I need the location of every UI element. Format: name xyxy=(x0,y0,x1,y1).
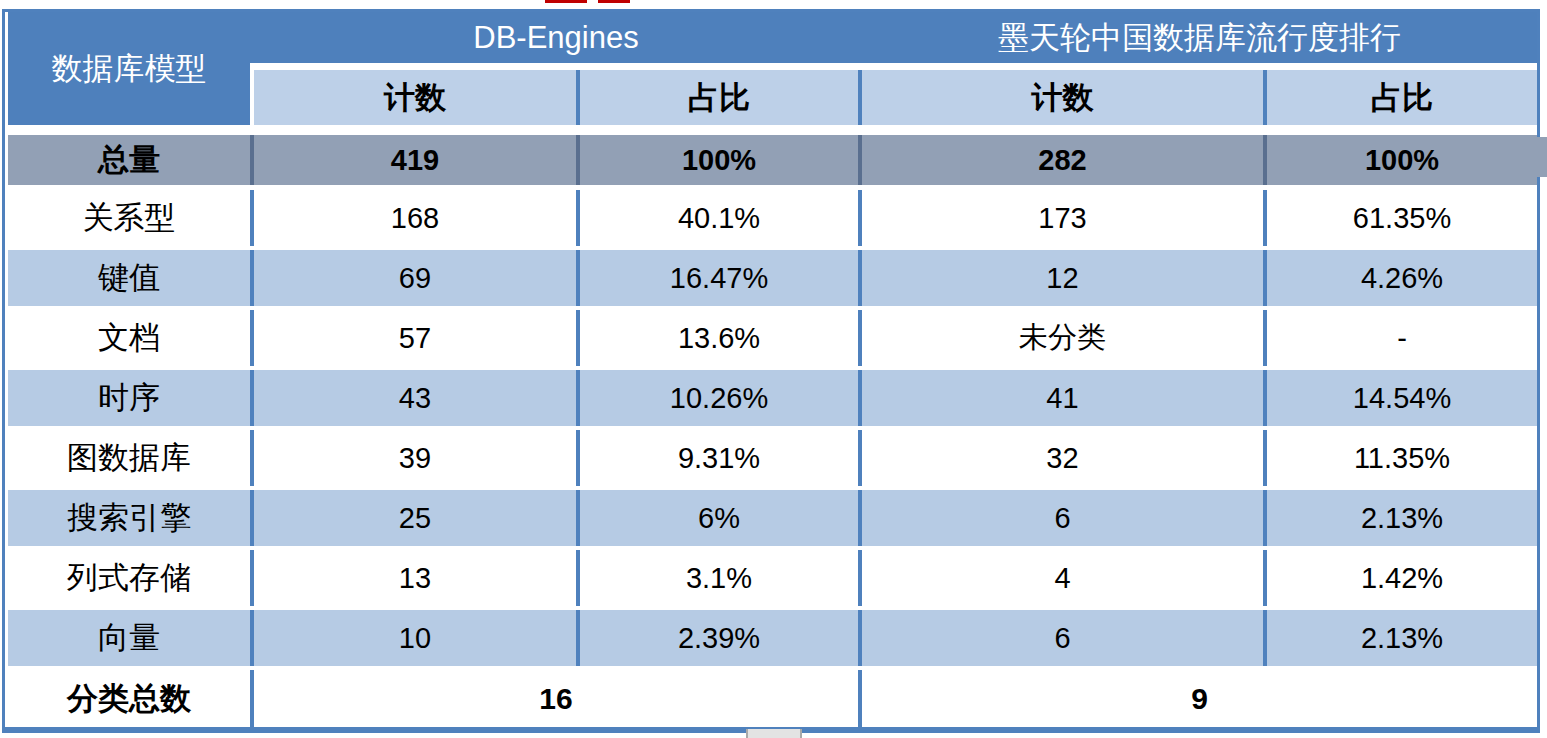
subheader-count-cn: 计数 xyxy=(862,70,1263,125)
cell-cn-share: 61.35% xyxy=(1267,190,1537,246)
header-cell-database-model: 数据库模型 xyxy=(8,12,250,125)
table-row: 列式存储 13 3.1% 4 1.42% xyxy=(8,550,1537,606)
cell-db-share: 13.6% xyxy=(580,310,858,366)
cell-cn-count: 32 xyxy=(862,430,1263,486)
cell-cn-count: 41 xyxy=(862,370,1263,426)
cell-db-count: 39 xyxy=(254,430,576,486)
cell-db-count: 57 xyxy=(254,310,576,366)
table-row: 文档 57 13.6% 未分类 - xyxy=(8,310,1537,366)
row-label: 关系型 xyxy=(8,190,250,246)
cell-cn-count: 6 xyxy=(862,490,1263,546)
cell-cn-share: 4.26% xyxy=(1267,250,1537,306)
cell-cn-count: 173 xyxy=(862,190,1263,246)
cell-cn-count: 未分类 xyxy=(862,310,1263,366)
row-label: 图数据库 xyxy=(8,430,250,486)
horizontal-scrollbar-thumb-fragment[interactable] xyxy=(746,729,802,738)
cell-db-share: 3.1% xyxy=(580,550,858,606)
table-row: 向量 10 2.39% 6 2.13% xyxy=(8,610,1537,666)
table-row-total: 总量 419 100% 282 100% xyxy=(8,135,1537,185)
row-label: 搜索引擎 xyxy=(8,490,250,546)
cell-cn-category-total: 9 xyxy=(862,670,1537,727)
cropped-red-underline-artifact xyxy=(545,0,587,3)
table-row: 键值 69 16.47% 12 4.26% xyxy=(8,250,1537,306)
table-row: 时序 43 10.26% 41 14.54% xyxy=(8,370,1537,426)
header-cell-db-engines: DB-Engines xyxy=(254,12,858,63)
cropped-red-underline-artifact xyxy=(598,0,630,3)
cell-db-share: 10.26% xyxy=(580,370,858,426)
modb-ranking-label: 墨天轮中国数据库流行度排行 xyxy=(998,22,1401,53)
cell-cn-share: - xyxy=(1267,310,1537,366)
cell-cn-share: 11.35% xyxy=(1267,430,1537,486)
cell-db-share: 16.47% xyxy=(580,250,858,306)
comparison-table-page: 数据库模型 DB-Engines 墨天轮中国数据库流行度排行 计数 占比 计数 … xyxy=(0,0,1547,738)
cell-db-share: 6% xyxy=(580,490,858,546)
cell-cn-share: 2.13% xyxy=(1267,610,1537,666)
subheader-share-db: 占比 xyxy=(580,70,858,125)
row-label: 列式存储 xyxy=(8,550,250,606)
subheader-count-db: 计数 xyxy=(254,70,576,125)
row-label: 时序 xyxy=(8,370,250,426)
cell-db-share: 100% xyxy=(580,135,858,185)
row-label: 总量 xyxy=(8,135,250,185)
row-label: 键值 xyxy=(8,250,250,306)
total-row-bleed-artifact xyxy=(1537,137,1547,177)
subheader-row: 计数 占比 计数 占比 xyxy=(254,70,1537,125)
cell-cn-count: 282 xyxy=(862,135,1263,185)
cell-db-count: 168 xyxy=(254,190,576,246)
database-model-label: 数据库模型 xyxy=(52,53,207,84)
table-row: 关系型 168 40.1% 173 61.35% xyxy=(8,190,1537,246)
cell-cn-count: 12 xyxy=(862,250,1263,306)
row-label: 分类总数 xyxy=(8,670,250,727)
cell-cn-share: 2.13% xyxy=(1267,490,1537,546)
cell-db-category-total: 16 xyxy=(254,670,858,727)
cell-db-count: 13 xyxy=(254,550,576,606)
cell-db-share: 9.31% xyxy=(580,430,858,486)
row-label: 文档 xyxy=(8,310,250,366)
cell-db-count: 419 xyxy=(254,135,576,185)
cell-cn-share: 100% xyxy=(1267,135,1537,185)
cell-cn-count: 4 xyxy=(862,550,1263,606)
cell-db-count: 10 xyxy=(254,610,576,666)
subheader-share-cn: 占比 xyxy=(1267,70,1537,125)
row-label: 向量 xyxy=(8,610,250,666)
table-row-category-total: 分类总数 16 9 xyxy=(8,670,1537,727)
db-engines-label: DB-Engines xyxy=(473,22,638,53)
cell-db-share: 2.39% xyxy=(580,610,858,666)
header-cell-modb-ranking: 墨天轮中国数据库流行度排行 xyxy=(862,12,1537,63)
table-row: 图数据库 39 9.31% 32 11.35% xyxy=(8,430,1537,486)
cell-cn-share: 1.42% xyxy=(1267,550,1537,606)
cell-db-count: 43 xyxy=(254,370,576,426)
cell-db-count: 25 xyxy=(254,490,576,546)
cell-cn-count: 6 xyxy=(862,610,1263,666)
table-row: 搜索引擎 25 6% 6 2.13% xyxy=(8,490,1537,546)
cell-db-count: 69 xyxy=(254,250,576,306)
cell-cn-share: 14.54% xyxy=(1267,370,1537,426)
cell-db-share: 40.1% xyxy=(580,190,858,246)
